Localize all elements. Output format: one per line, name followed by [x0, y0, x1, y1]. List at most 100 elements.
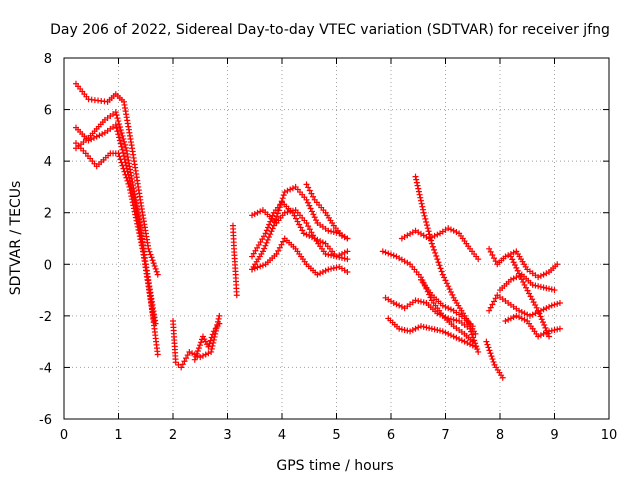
data-point [432, 249, 439, 256]
data-point [472, 343, 479, 350]
data-point [447, 289, 454, 296]
data-point [456, 336, 463, 343]
data-point [314, 236, 321, 243]
data-point [415, 324, 422, 331]
data-point [208, 345, 215, 352]
data-point [413, 176, 420, 183]
data-point [414, 182, 421, 189]
data-point [263, 239, 270, 246]
data-point [121, 168, 128, 175]
data-point [194, 347, 201, 354]
data-point [505, 316, 512, 323]
data-point [153, 268, 160, 275]
data-point [325, 251, 332, 258]
data-point [453, 317, 460, 324]
data-point [419, 203, 426, 210]
data-point [385, 250, 392, 257]
y-tick-label: 4 [44, 155, 52, 170]
data-point [546, 285, 553, 292]
data-point [491, 255, 498, 262]
data-point [404, 327, 411, 334]
data-point [116, 137, 123, 144]
data-point [139, 245, 146, 252]
data-point [536, 310, 543, 317]
data-point [544, 330, 551, 337]
data-point [421, 212, 428, 219]
data-point [489, 301, 496, 308]
data-point [113, 112, 120, 119]
data-point [489, 356, 496, 363]
plot-border [63, 57, 610, 420]
data-point [511, 262, 518, 269]
data-point [303, 220, 310, 227]
data-point [267, 218, 274, 225]
data-point [129, 199, 136, 206]
data-point [540, 271, 547, 278]
x-tick-label: 8 [496, 428, 504, 443]
data-point [193, 350, 200, 357]
data-point [471, 337, 478, 344]
x-tick-label: 7 [441, 428, 449, 443]
data-point [513, 312, 520, 319]
data-point [537, 272, 544, 279]
data-point [249, 266, 256, 273]
data-point [257, 263, 264, 270]
data-point [548, 327, 555, 334]
data-point [453, 334, 460, 341]
data-point [122, 171, 129, 178]
data-point [264, 236, 271, 243]
data-point [417, 323, 424, 330]
data-point [401, 327, 408, 334]
data-point [426, 325, 433, 332]
data-point [439, 312, 446, 319]
data-point [119, 132, 126, 139]
data-point [206, 340, 213, 347]
data-point [502, 253, 509, 260]
data-point [130, 202, 137, 209]
data-point [135, 226, 142, 233]
data-point [491, 298, 498, 305]
data-point [442, 314, 449, 321]
data-point [470, 334, 477, 341]
data-point [535, 307, 542, 314]
data-point [113, 125, 120, 132]
data-point [551, 287, 558, 294]
data-point [537, 313, 544, 320]
data-point [284, 209, 291, 216]
data-point [205, 343, 212, 350]
data-point [393, 301, 400, 308]
data-point [447, 306, 454, 313]
data-point [398, 326, 405, 333]
data-point [273, 213, 280, 220]
data-point [265, 234, 272, 241]
data-point [123, 174, 130, 181]
data-point [483, 338, 490, 345]
data-point [306, 232, 313, 239]
data-point [147, 251, 154, 258]
data-point [303, 231, 310, 238]
data-point [412, 173, 419, 180]
data-point [114, 128, 121, 135]
data-point [543, 285, 550, 292]
data-point [191, 356, 198, 363]
data-point [268, 215, 275, 222]
data-point [115, 118, 122, 125]
data-point [99, 131, 106, 138]
data-point [310, 193, 317, 200]
data-point [281, 209, 288, 216]
data-point [546, 333, 553, 340]
data-point [446, 286, 453, 293]
data-point [396, 325, 403, 332]
data-point [428, 237, 435, 244]
data-point [415, 188, 422, 195]
data-point [269, 225, 276, 232]
data-point [475, 348, 482, 355]
data-point [514, 267, 521, 274]
data-point [461, 338, 468, 345]
data-point [532, 282, 539, 289]
data-point [445, 283, 452, 290]
data-point [439, 302, 446, 309]
data-point [119, 146, 126, 153]
data-point [308, 234, 315, 241]
